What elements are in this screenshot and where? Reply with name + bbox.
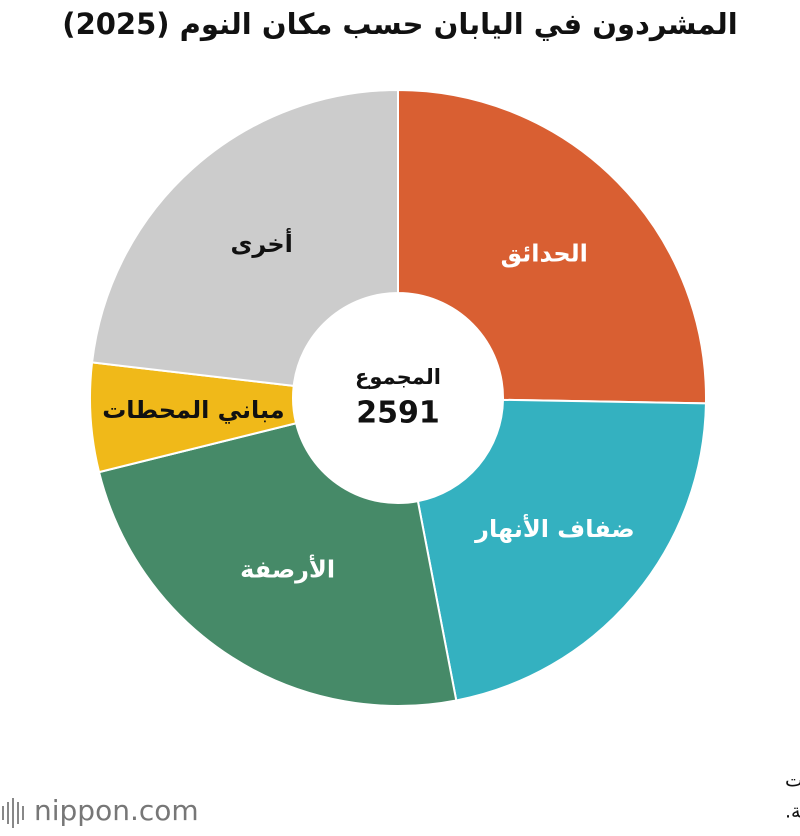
total: 2591 xyxy=(356,396,440,431)
donut-segment xyxy=(97,422,458,707)
logo-icon xyxy=(2,798,24,828)
source-line: تم إعداد البيانات بواسطة Nippon.com بناء… xyxy=(785,770,800,793)
donut-segment xyxy=(416,398,707,702)
segment-label: ضفاف الأنهار xyxy=(474,514,635,543)
donut: الحدائق ضفاف الأنهار الأرصفة مباني المحطات أ… xyxy=(89,88,707,707)
segment-label: أخرى xyxy=(230,228,292,258)
chart-title: المشردون في اليابان حسب مكان النوم (2025… xyxy=(62,7,737,41)
source-line: من وزارة الصحة والعمل والشؤون الاجتماعية… xyxy=(785,801,800,823)
logo: nippon.com xyxy=(34,794,199,827)
donut-segment xyxy=(397,88,707,405)
center-label: المجموع xyxy=(355,365,441,389)
segment-label: مباني المحطات xyxy=(102,396,284,424)
segment-label: الأرصفة xyxy=(240,555,335,584)
donut-segment xyxy=(90,88,399,387)
segment-label: الحدائق xyxy=(501,239,588,267)
